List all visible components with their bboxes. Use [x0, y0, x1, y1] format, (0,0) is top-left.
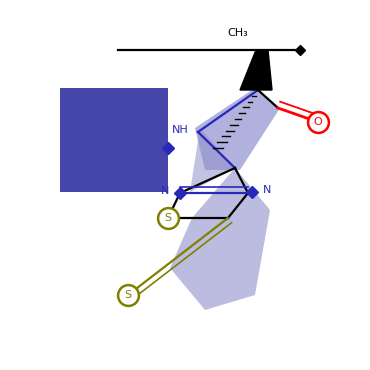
Bar [60, 88, 168, 192]
Text: N: N [161, 186, 169, 196]
Text: S: S [124, 290, 132, 300]
Text: NH: NH [172, 125, 189, 135]
Polygon shape [170, 168, 270, 310]
Text: CH₃: CH₃ [228, 28, 248, 38]
Text: N: N [263, 185, 272, 195]
Polygon shape [240, 50, 272, 90]
Polygon shape [190, 128, 235, 192]
Polygon shape [195, 88, 280, 170]
Text: O: O [314, 117, 322, 127]
Text: S: S [164, 213, 172, 223]
